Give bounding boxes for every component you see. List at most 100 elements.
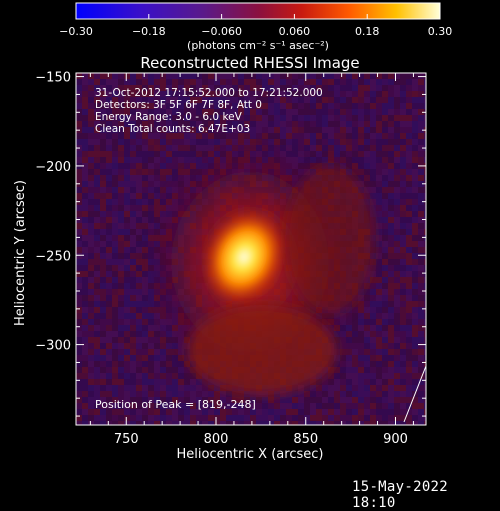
mosaic-pixel <box>148 367 154 373</box>
mosaic-pixel <box>328 109 334 115</box>
mosaic-pixel <box>292 397 298 403</box>
mosaic-pixel <box>148 145 154 151</box>
mosaic-pixel <box>82 133 88 139</box>
mosaic-pixel <box>352 355 358 361</box>
mosaic-pixel <box>394 79 400 85</box>
mosaic-pixel <box>358 115 364 121</box>
mosaic-pixel <box>424 289 426 295</box>
mosaic-pixel <box>244 133 250 139</box>
mosaic-pixel <box>106 235 112 241</box>
mosaic-pixel <box>88 277 94 283</box>
mosaic-pixel <box>124 271 130 277</box>
mosaic-pixel <box>400 337 406 343</box>
mosaic-pixel <box>148 169 154 175</box>
mosaic-pixel <box>304 145 310 151</box>
mosaic-pixel <box>106 361 112 367</box>
mosaic-pixel <box>310 133 316 139</box>
mosaic-pixel <box>424 121 426 127</box>
mosaic-pixel <box>82 121 88 127</box>
mosaic-pixel <box>88 109 94 115</box>
mosaic-pixel <box>226 397 232 403</box>
mosaic-pixel <box>292 139 298 145</box>
mosaic-pixel <box>310 103 316 109</box>
colorbar-ticks: −0.30 −0.18 −0.060 0.060 0.18 0.30 <box>59 14 452 38</box>
mosaic-pixel <box>412 295 418 301</box>
mosaic-pixel <box>94 373 100 379</box>
mosaic-pixel <box>88 361 94 367</box>
mosaic-pixel <box>370 79 376 85</box>
y-tick-label: −200 <box>35 160 71 175</box>
mosaic-pixel <box>166 409 172 415</box>
mosaic-pixel <box>424 175 426 181</box>
mosaic-pixel <box>400 355 406 361</box>
mosaic-pixel <box>412 79 418 85</box>
flare-source <box>140 137 375 395</box>
mosaic-pixel <box>148 385 154 391</box>
annotation-line: 31-Oct-2012 17:15:52.000 to 17:21:52.000 <box>95 87 323 99</box>
mosaic-pixel <box>100 247 106 253</box>
mosaic-pixel <box>232 409 238 415</box>
mosaic-pixel <box>406 271 412 277</box>
mosaic-pixel <box>394 157 400 163</box>
mosaic-pixel <box>136 151 142 157</box>
mosaic-pixel <box>346 79 352 85</box>
mosaic-pixel <box>136 133 142 139</box>
mosaic-pixel <box>424 253 426 259</box>
mosaic-pixel <box>178 115 184 121</box>
mosaic-pixel <box>106 73 112 79</box>
mosaic-pixel <box>310 151 316 157</box>
mosaic-pixel <box>370 199 376 205</box>
mosaic-pixel <box>418 325 424 331</box>
mosaic-pixel <box>292 403 298 409</box>
mosaic-pixel <box>166 103 172 109</box>
mosaic-pixel <box>424 385 426 391</box>
mosaic-pixel <box>400 97 406 103</box>
mosaic-pixel <box>94 157 100 163</box>
mosaic-pixel <box>178 121 184 127</box>
mosaic-pixel <box>154 157 160 163</box>
mosaic-pixel <box>412 337 418 343</box>
mosaic-pixel <box>340 73 346 79</box>
mosaic-pixel <box>148 97 154 103</box>
mosaic-pixel <box>406 409 412 415</box>
mosaic-pixel <box>136 121 142 127</box>
mosaic-pixel <box>292 115 298 121</box>
mosaic-pixel <box>88 343 94 349</box>
mosaic-pixel <box>268 415 274 421</box>
mosaic-pixel <box>124 91 130 97</box>
mosaic-pixel <box>394 133 400 139</box>
mosaic-pixel <box>262 109 268 115</box>
colorbar-tick-label: −0.060 <box>201 25 242 38</box>
mosaic-pixel <box>280 127 286 133</box>
mosaic-pixel <box>76 325 82 331</box>
mosaic-pixel <box>244 409 250 415</box>
mosaic-pixel <box>124 223 130 229</box>
mosaic-pixel <box>88 391 94 397</box>
mosaic-pixel <box>130 133 136 139</box>
mosaic-pixel <box>262 409 268 415</box>
mosaic-pixel <box>334 157 340 163</box>
mosaic-pixel <box>76 97 82 103</box>
mosaic-pixel <box>232 73 238 79</box>
mosaic-pixel <box>412 181 418 187</box>
mosaic-pixel <box>196 373 202 379</box>
mosaic-pixel <box>376 103 382 109</box>
mosaic-pixel <box>148 391 154 397</box>
mosaic-pixel <box>412 259 418 265</box>
mosaic-pixel <box>382 385 388 391</box>
mosaic-pixel <box>406 199 412 205</box>
mosaic-pixel <box>274 127 280 133</box>
mosaic-pixel <box>370 289 376 295</box>
mosaic-pixel <box>412 349 418 355</box>
mosaic-pixel <box>244 97 250 103</box>
mosaic-pixel <box>412 373 418 379</box>
mosaic-pixel <box>106 409 112 415</box>
mosaic-pixel <box>376 355 382 361</box>
mosaic-pixel <box>88 385 94 391</box>
mosaic-pixel <box>250 133 256 139</box>
mosaic-pixel <box>370 421 376 425</box>
mosaic-pixel <box>88 211 94 217</box>
mosaic-pixel <box>214 415 220 421</box>
mosaic-pixel <box>166 79 172 85</box>
mosaic-pixel <box>118 163 124 169</box>
